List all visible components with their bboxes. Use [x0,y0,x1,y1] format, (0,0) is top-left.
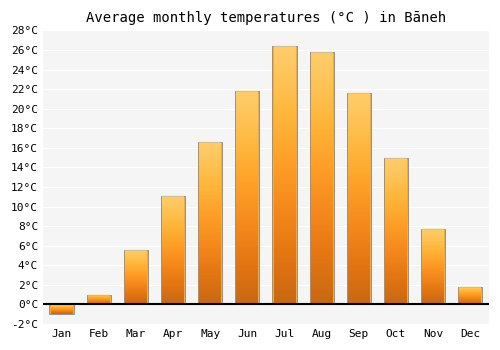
Bar [384,158,408,304]
Bar [86,295,111,304]
Bar [421,229,445,304]
Bar [50,304,74,314]
Bar [347,93,371,304]
Bar [236,91,260,304]
Title: Average monthly temperatures (°C ) in Bāneh: Average monthly temperatures (°C ) in Bā… [86,11,446,25]
Bar [161,196,185,304]
Bar [310,52,334,304]
Bar [272,46,296,304]
Bar [124,250,148,304]
Bar [198,142,222,304]
Bar [458,287,482,304]
